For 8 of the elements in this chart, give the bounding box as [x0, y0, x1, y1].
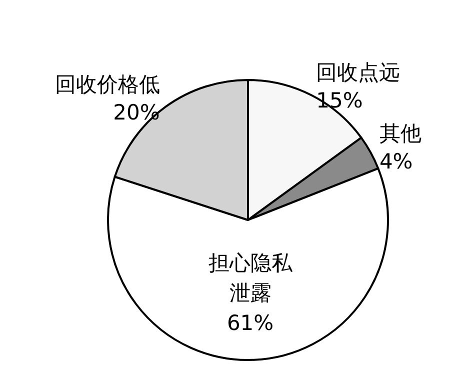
- data-label: 4%: [379, 150, 413, 174]
- slice-label: 担心隐私泄露: [208, 250, 294, 305]
- slice-label: 其他: [379, 122, 422, 146]
- slice-label: 回收价格低: [54, 72, 160, 97]
- data-label: 61%: [226, 310, 274, 335]
- data-label: 15%: [316, 88, 363, 112]
- slice-label: 回收点远: [316, 60, 400, 84]
- data-label: 20%: [113, 100, 160, 125]
